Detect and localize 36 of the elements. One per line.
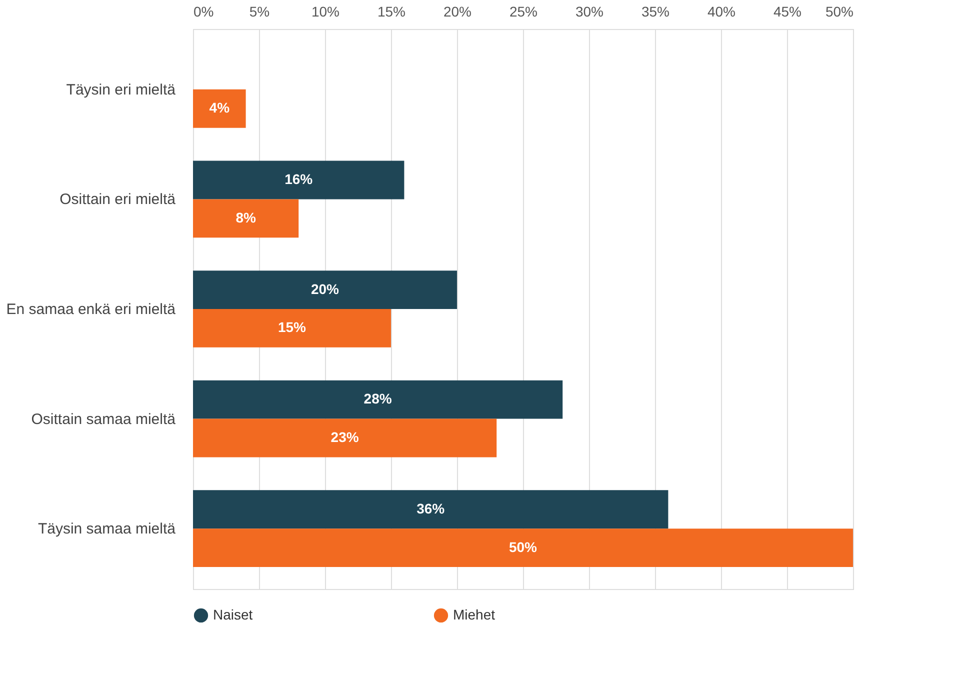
data-label: 15%: [278, 319, 307, 336]
x-tick-label: 45%: [773, 4, 802, 20]
x-tick-label: 35%: [641, 4, 670, 20]
x-tick-label: 20%: [443, 4, 472, 20]
bar: [193, 490, 668, 529]
data-label: 16%: [284, 170, 314, 187]
y-tick-label: Täysin eri mieltä: [66, 81, 176, 98]
bar: [193, 89, 246, 128]
x-tick-label: 5%: [249, 4, 270, 20]
x-tick-label: 0%: [194, 4, 214, 20]
legend-label: Miehet: [453, 606, 496, 622]
y-tick-label: Osittain eri mieltä: [60, 191, 176, 208]
bar: [193, 418, 497, 458]
bar: [193, 380, 563, 419]
data-label: 8%: [236, 209, 256, 226]
bar: [193, 160, 404, 200]
x-tick-label: 50%: [825, 4, 854, 20]
data-label: 50%: [508, 538, 538, 555]
x-tick-label: 15%: [377, 4, 406, 20]
y-tick-label: En samaa enkä eri mieltä: [6, 301, 176, 318]
data-label: 20%: [310, 280, 340, 297]
x-tick-label: 40%: [707, 4, 736, 20]
bar: [193, 528, 853, 568]
bar: [193, 199, 299, 238]
data-label: 4%: [209, 100, 230, 116]
y-tick-label: Täysin samaa mieltä: [38, 520, 176, 538]
data-label: 36%: [416, 500, 446, 516]
x-tick-label: 25%: [509, 4, 538, 20]
legend-label: Naiset: [213, 606, 253, 622]
data-label: 28%: [364, 390, 392, 407]
bar: [193, 270, 457, 309]
x-tick-label: 30%: [575, 4, 604, 20]
data-label: 23%: [330, 429, 360, 446]
bar: [193, 309, 391, 348]
x-tick-label: 10%: [311, 4, 340, 20]
y-tick-label: Osittain samaa mieltä: [31, 410, 176, 428]
